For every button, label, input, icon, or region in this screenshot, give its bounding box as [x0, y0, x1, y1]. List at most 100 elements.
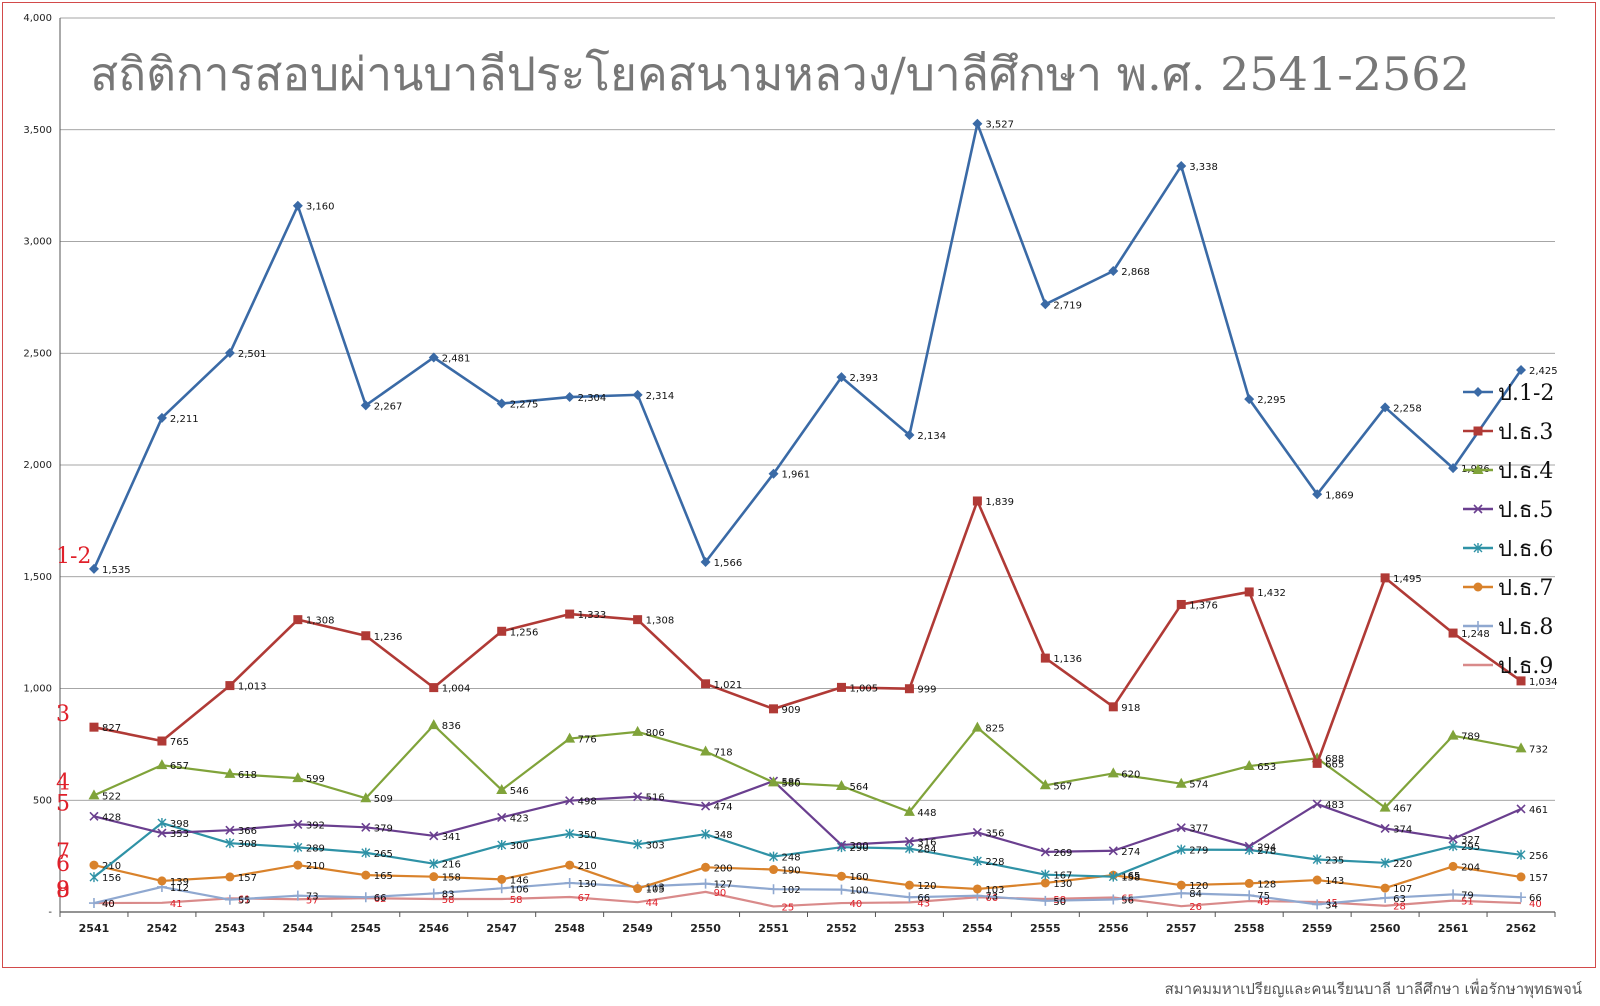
data-point: [632, 389, 643, 400]
data-point: [1472, 464, 1484, 474]
data-point: [496, 883, 507, 894]
data-label: 50: [1053, 897, 1066, 908]
chart-title: สถิติการสอบผ่านบาลีประโยคสนามหลวง/บาลีศึ…: [90, 47, 1470, 101]
x-tick-label: 2550: [690, 922, 721, 935]
x-tick-label: 2554: [962, 922, 993, 935]
data-label: 265: [374, 849, 393, 860]
data-point: [1040, 869, 1050, 880]
data-point: [836, 372, 847, 383]
data-point: [1243, 760, 1255, 771]
data-point: [1312, 899, 1323, 910]
data-point: [497, 626, 507, 636]
data-label: 158: [442, 873, 461, 884]
data-label: 107: [1393, 884, 1412, 895]
data-point: [564, 392, 575, 403]
data-point: [972, 118, 983, 129]
data-label: 130: [578, 879, 597, 890]
x-tick-label: 2542: [147, 922, 178, 935]
data-label: 498: [578, 797, 597, 808]
data-label: 303: [646, 840, 665, 851]
data-label: 43: [917, 898, 930, 909]
data-label: 58: [442, 895, 455, 906]
data-point: [1176, 880, 1186, 890]
data-point: [292, 200, 303, 211]
y-tick-label: 3,000: [23, 237, 52, 248]
data-label: 73: [985, 892, 998, 903]
data-label: 1,308: [306, 616, 335, 627]
data-label: 34: [1325, 900, 1338, 911]
data-point: [1473, 543, 1483, 553]
data-label: 392: [306, 820, 325, 831]
series-side-label: 1-2: [56, 544, 91, 569]
data-point: [1040, 299, 1051, 310]
data-label: 157: [1529, 873, 1548, 884]
data-label: 732: [1529, 744, 1548, 755]
x-tick-label: 2562: [1506, 922, 1537, 935]
data-label: 210: [306, 861, 325, 872]
data-point: [225, 872, 235, 882]
data-point: [1380, 823, 1390, 833]
data-point: [700, 745, 712, 756]
data-point: [769, 865, 779, 875]
data-point: [904, 880, 914, 890]
data-point: [89, 722, 99, 732]
data-point: [1380, 892, 1391, 903]
data-label: 546: [510, 786, 529, 797]
data-point: [564, 732, 576, 743]
data-label: 718: [714, 748, 733, 759]
x-tick-label: 2544: [283, 922, 314, 935]
data-point: [904, 892, 915, 903]
data-point: [1244, 878, 1254, 888]
data-label: 3,338: [1189, 162, 1218, 173]
data-label: 1,034: [1529, 677, 1558, 688]
legend-label: ป.ธ.6: [1498, 537, 1553, 562]
data-point: [1380, 883, 1390, 893]
series-line: [93, 779, 1522, 853]
data-label: 999: [917, 685, 936, 696]
data-label: 295: [1461, 842, 1480, 853]
x-tick-label: 2556: [1098, 922, 1129, 935]
data-point: [429, 831, 439, 841]
data-label: 228: [985, 857, 1004, 868]
data-label: 25: [782, 902, 795, 913]
data-label: 158: [1121, 873, 1140, 884]
x-tick-label: 2545: [350, 922, 381, 935]
data-point: [1312, 758, 1322, 768]
data-point: [360, 400, 371, 411]
data-point: [292, 890, 303, 901]
data-point: [904, 430, 915, 441]
data-label: 836: [442, 721, 461, 732]
legend-label: ป.ธ.7: [1498, 576, 1553, 601]
data-point: [565, 796, 575, 806]
data-label: 216: [442, 860, 461, 871]
data-label: 765: [170, 737, 189, 748]
data-point: [1108, 894, 1119, 905]
data-label: 51: [1461, 897, 1474, 908]
data-point: [1516, 872, 1526, 882]
data-label: 366: [238, 826, 257, 837]
data-point: [1244, 587, 1254, 597]
data-point: [1380, 402, 1391, 413]
data-point: [633, 792, 643, 802]
data-point: [836, 871, 846, 881]
data-label: 49: [1257, 897, 1270, 908]
data-point: [1175, 777, 1187, 788]
data-point: [1448, 463, 1459, 474]
data-label: 300: [849, 841, 868, 852]
x-tick-label: 2548: [554, 922, 585, 935]
data-label: 483: [1325, 800, 1344, 811]
series-5: 156 398 308 289 265 216 300 350 303 348 248 290 284 2…: [56, 818, 1548, 884]
data-label: 146: [510, 875, 529, 886]
data-label: 620: [1121, 769, 1140, 780]
data-label: 379: [374, 823, 393, 834]
data-label: 120: [1189, 881, 1208, 892]
data-label: 120: [917, 881, 936, 892]
data-label: 83: [442, 889, 455, 900]
data-label: 210: [578, 861, 597, 872]
series-side-label: 5: [56, 791, 70, 816]
data-point: [836, 682, 846, 692]
data-label: 200: [714, 863, 733, 874]
data-label: 509: [374, 794, 393, 805]
data-label: 1,308: [646, 616, 675, 627]
line-chart: - 500 1,000 1,500 2,000 2,500 3,000 3,500 4,000 2…: [23, 13, 1558, 935]
